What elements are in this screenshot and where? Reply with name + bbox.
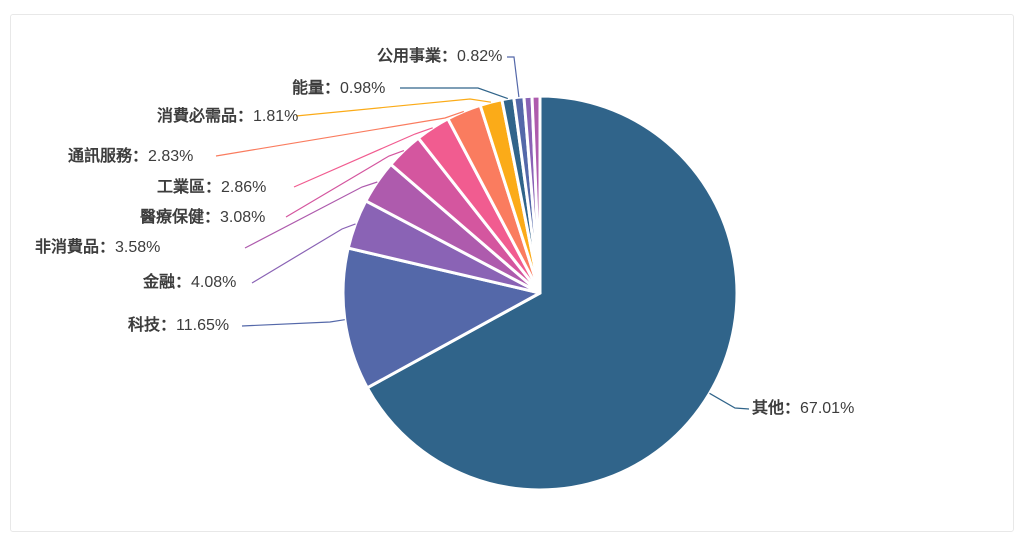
pie-label-technology: 科技：11.65% — [128, 317, 230, 334]
leader-line-technology — [241, 319, 345, 327]
leader-line-financials — [251, 223, 356, 284]
leader-line-communication-services — [215, 110, 464, 157]
pie-slice-technology[interactable] — [341, 246, 542, 390]
leader-line-consumer-staples — [295, 98, 491, 117]
pie-label-consumer-staples: 消費必需品：1.81% — [157, 108, 299, 125]
pie-label-industrials: 工業區：2.86% — [157, 179, 267, 196]
pie-label-healthcare: 醫療保健：3.08% — [140, 209, 266, 226]
pie-slice-others[interactable] — [365, 94, 739, 492]
leader-line-consumer-discretionary — [244, 181, 378, 249]
leader-line-others — [709, 392, 750, 410]
pie-slice-unlabeled-2[interactable] — [530, 94, 542, 295]
leader-line-energy — [400, 87, 509, 100]
leader-line-industrials — [293, 127, 433, 188]
pie-label-consumer-discretionary: 非消費品：3.58% — [35, 239, 161, 256]
pie-label-utilities: 公用事業：0.82% — [377, 48, 503, 65]
leader-line-utilities — [507, 56, 520, 98]
pie-label-financials: 金融：4.08% — [143, 274, 237, 291]
pie-label-others: 其他：67.01% — [752, 400, 855, 417]
leader-line-healthcare — [285, 150, 405, 218]
pie-label-communication-services: 通訊服務：2.83% — [68, 148, 194, 165]
pie-label-energy: 能量：0.98% — [292, 80, 386, 97]
